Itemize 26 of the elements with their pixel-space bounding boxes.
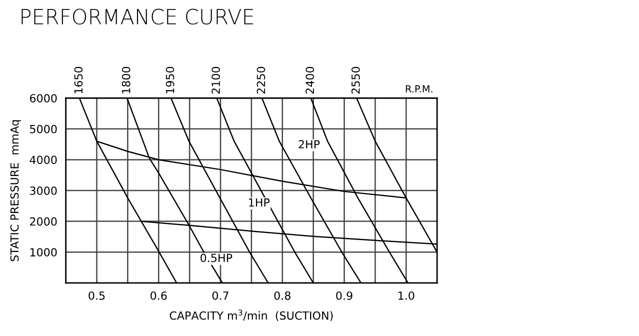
y-tick-label: 6000 — [30, 94, 57, 102]
text: R.P.M. — [406, 85, 432, 92]
annotation: 0.5HP — [200, 254, 232, 262]
y-tick-label: 4000 — [30, 156, 57, 164]
y-tick-label: 2000 — [30, 217, 57, 226]
text: 2100 — [212, 66, 220, 94]
x-tick-label: 0.9 — [336, 291, 352, 300]
annotation: 1HP — [249, 198, 270, 207]
x-tick-label: 0.8 — [274, 291, 290, 300]
y-axis-title: STATIC PRESSURE mmAq — [10, 120, 21, 262]
annotation: 2HP — [298, 140, 320, 148]
text: 2400 — [306, 66, 314, 94]
text: 2250 — [256, 66, 266, 94]
chart-title: PERFORMANCE CURVE — [22, 8, 254, 25]
text: 1950 — [166, 66, 174, 94]
y-tick-label: 1000 — [30, 248, 57, 256]
x-tick-label: 1.0 — [398, 291, 414, 300]
x-tick-label: 0.7 — [212, 291, 228, 300]
text: 1650 — [74, 66, 83, 94]
x-tick-label: 0.6 — [150, 291, 167, 300]
text: 1800 — [122, 66, 130, 94]
y-tick-label: 5000 — [30, 124, 57, 134]
y-tick-label: 3000 — [30, 186, 57, 195]
x-tick-label: 0.5 — [88, 291, 105, 300]
x-axis-title: CAPACITY m$^{3}$/min (SUCTION) — [170, 310, 333, 322]
text: 2550 — [351, 66, 360, 94]
